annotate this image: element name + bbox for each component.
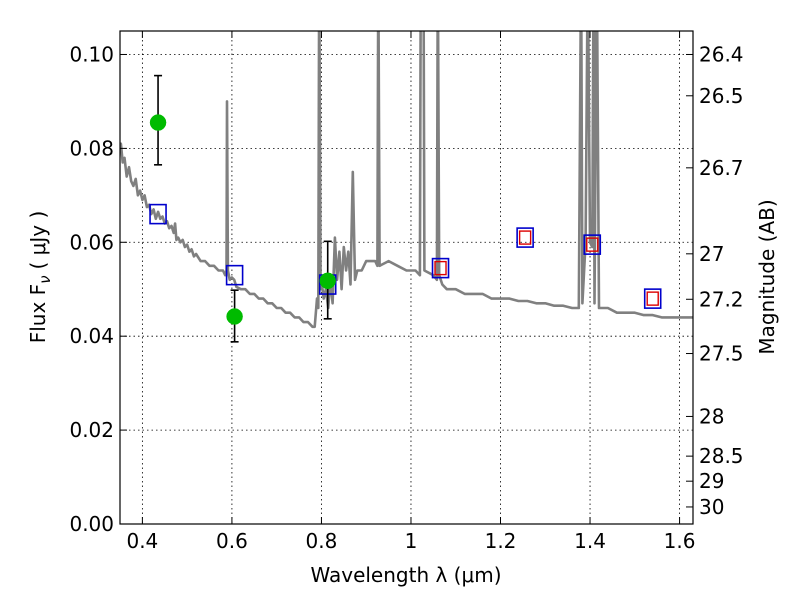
model-photometry-box [431,257,450,279]
model-photometry-inner-box [646,291,659,306]
axis-ticks [120,31,693,525]
magnitude-tick-label: 27.5 [699,342,744,366]
magnitude-tick-label: 26.5 [699,84,744,108]
x-tick-label: 0.4 [126,529,158,553]
y-axis-label: Flux Fν ( μJy ) [26,211,54,344]
y-tick-label: 0.10 [69,42,114,66]
y-tick-label: 0.00 [69,512,114,536]
observed-point [319,272,336,290]
model-photometry-inner-box [434,260,447,276]
x-tick-label: 1.6 [664,529,696,553]
plot-area [120,31,693,524]
magnitude-tick-label: 29 [699,469,724,493]
y-tick-label: 0.06 [69,230,114,254]
y-tick-labels: 0.00 0.02 0.04 0.06 0.08 0.10 [69,42,114,536]
model-photometry-box [643,288,662,309]
observed-point [149,114,167,131]
observed-point [226,308,243,325]
y-tick-label: 0.04 [69,324,114,348]
magnitude-tick-label: 28 [699,404,724,428]
model-photometry-box [583,234,602,255]
model-photometry-box [225,264,244,286]
model-photometry-inner-box [586,237,599,252]
x-tick-label: 1.4 [574,529,606,553]
magnitude-tick-label: 27 [699,242,724,266]
magnitude-axis-label: Magnitude (AB) [755,199,779,354]
x-axis-label: Wavelength λ (μm) [310,563,501,587]
observed-layer [149,74,336,343]
magnitude-tick-label: 26.7 [699,156,744,180]
model-photometry-box [516,227,534,248]
magnitude-tick-label: 28.5 [699,444,744,468]
magnitude-tick-label: 26.4 [699,42,744,66]
y-axis-label-group: Flux Fν ( μJy ) [26,211,54,344]
magnitude-tick-label: 30 [699,495,724,519]
model-photometry-inner-box [518,230,532,245]
x-tick-label: 1.2 [485,529,517,553]
magnitude-tick-label: 27.2 [699,287,744,311]
plot-frame [119,30,694,525]
y-tick-label: 0.08 [69,136,114,160]
x-tick-labels: 0.4 0.6 0.8 1 1.2 1.4 1.6 [126,529,695,553]
y-tick-label: 0.02 [69,418,114,442]
y-axis-label-unit: ( μJy ) [26,211,50,270]
x-tick-label: 0.6 [216,529,248,553]
y-axis-label-sub: ν [36,275,54,283]
model-photometry-box [149,203,167,225]
x-tick-label: 1 [405,529,418,553]
x-tick-label: 0.8 [306,529,338,553]
y-axis-label-main: Flux F [26,284,50,343]
